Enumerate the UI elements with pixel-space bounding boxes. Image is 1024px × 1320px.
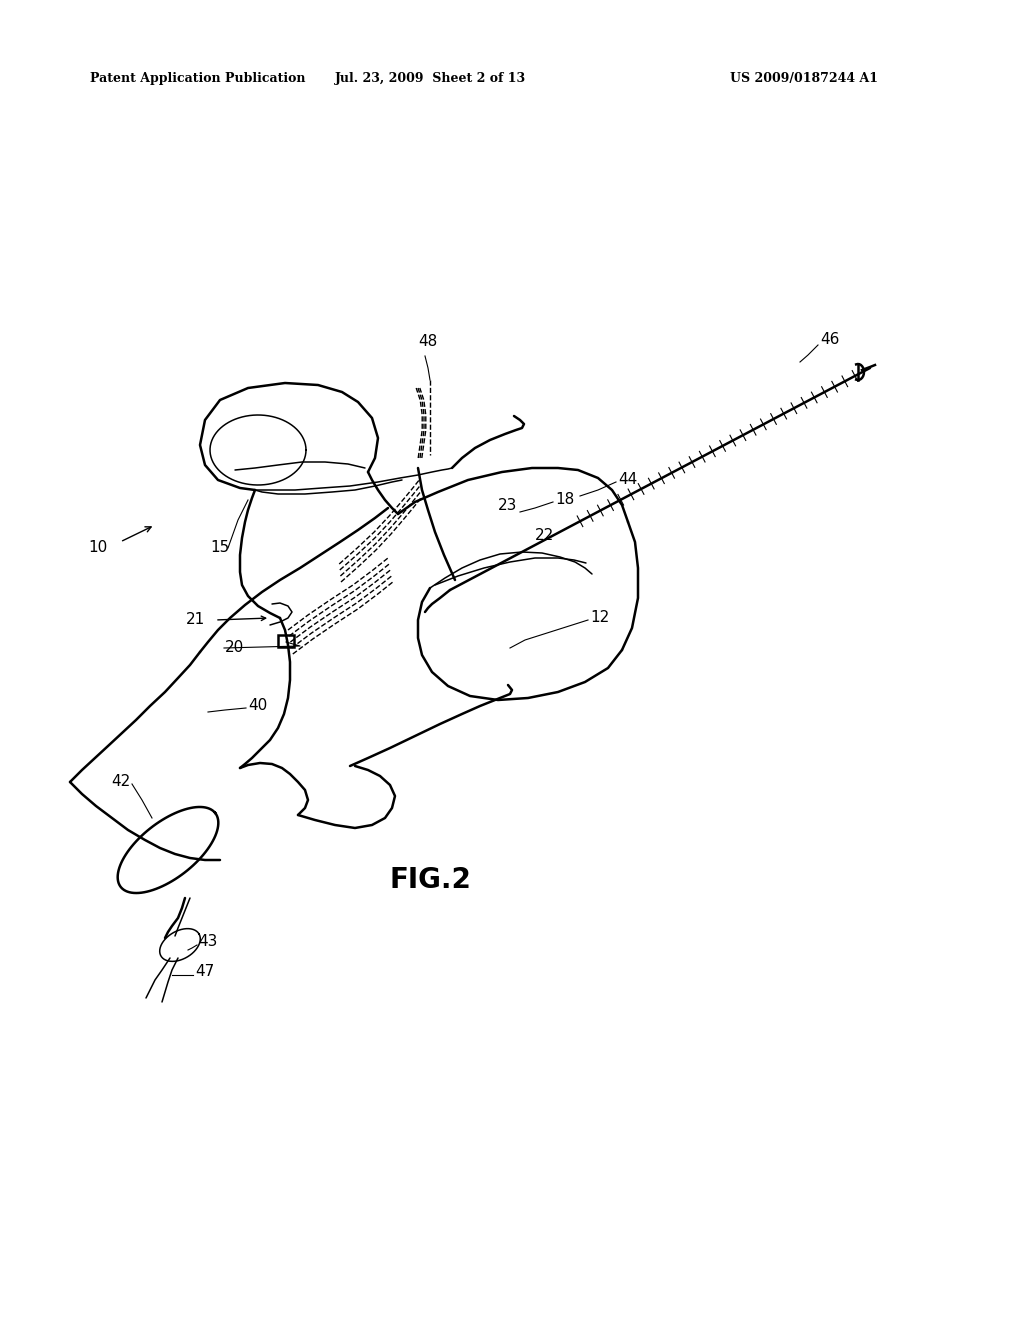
Text: Patent Application Publication: Patent Application Publication bbox=[90, 73, 305, 84]
Text: 18: 18 bbox=[555, 492, 574, 507]
Text: 23: 23 bbox=[498, 498, 517, 512]
Text: 22: 22 bbox=[535, 528, 554, 543]
Bar bbox=[278, 635, 294, 647]
Text: 42: 42 bbox=[111, 775, 130, 789]
Text: 12: 12 bbox=[590, 610, 609, 626]
Text: 46: 46 bbox=[820, 333, 840, 347]
Text: 20: 20 bbox=[225, 640, 245, 656]
Text: 48: 48 bbox=[418, 334, 437, 350]
Text: 15: 15 bbox=[210, 540, 229, 556]
Text: 44: 44 bbox=[618, 473, 637, 487]
Text: 21: 21 bbox=[185, 612, 205, 627]
Text: 47: 47 bbox=[195, 965, 214, 979]
Text: Jul. 23, 2009  Sheet 2 of 13: Jul. 23, 2009 Sheet 2 of 13 bbox=[335, 73, 525, 84]
Text: 43: 43 bbox=[198, 935, 217, 949]
Text: 40: 40 bbox=[248, 697, 267, 713]
Text: 10: 10 bbox=[89, 540, 108, 556]
Text: US 2009/0187244 A1: US 2009/0187244 A1 bbox=[730, 73, 878, 84]
Text: FIG.2: FIG.2 bbox=[389, 866, 471, 894]
